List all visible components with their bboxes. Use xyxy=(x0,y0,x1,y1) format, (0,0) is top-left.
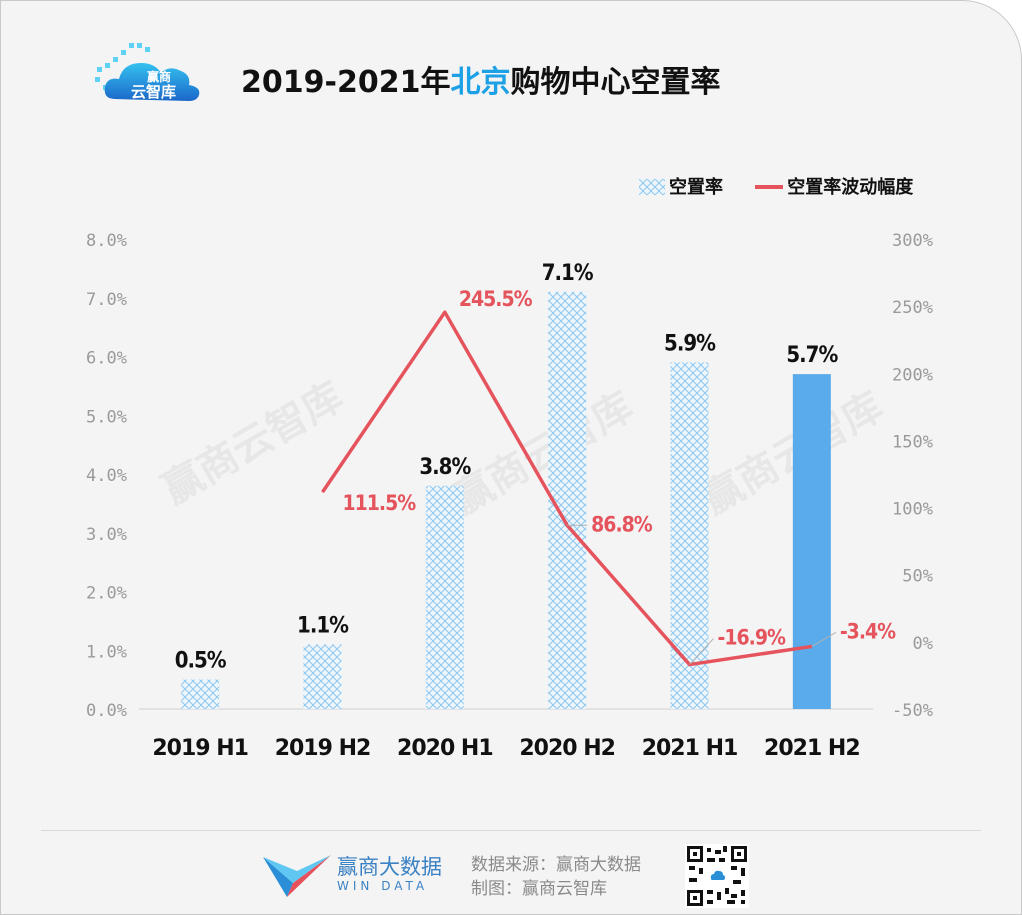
qr-code-icon xyxy=(685,844,749,908)
footer-source: 数据来源：赢商大数据 制图：赢商云智库 xyxy=(471,853,641,901)
x-tick-label: 2021 H2 xyxy=(764,736,860,761)
page-title: 2019-2021年北京购物中心空置率 xyxy=(241,57,720,101)
line-data-label: 86.8% xyxy=(591,512,653,536)
label-leader-line xyxy=(689,638,714,665)
bar-data-label: 5.9% xyxy=(664,331,716,356)
brand-logo-icon: 赢商 云智库 xyxy=(95,43,200,101)
bar xyxy=(181,679,220,709)
title-highlight: 北京 xyxy=(450,65,511,100)
bar xyxy=(425,485,464,709)
bar-data-label: 7.1% xyxy=(542,261,594,286)
y-left-tick-label: 0.0% xyxy=(86,701,127,721)
y-left-tick-label: 8.0% xyxy=(86,231,127,251)
line-data-label: 245.5% xyxy=(459,287,533,311)
chart-plot: 0.0% 1.0% 2.0% 3.0% 4.0% 5.0% 6.0% 7.0% 8.0% -50%… xyxy=(86,231,933,761)
x-tick-label: 2019 H2 xyxy=(275,736,371,761)
legend: 空置率 空置率波动幅度 xyxy=(639,173,913,199)
label-leader-line xyxy=(811,631,837,647)
bar xyxy=(792,374,831,709)
footer-source-line: 数据来源：赢商大数据 xyxy=(471,855,641,875)
legend-bar-label: 空置率 xyxy=(669,177,723,198)
y-left-tick-label: 2.0% xyxy=(86,584,127,604)
footer-brand-sub: WIN DATA xyxy=(337,879,429,893)
title-prefix: 2019-2021年 xyxy=(241,65,451,100)
y-left-tick-label: 6.0% xyxy=(86,349,127,369)
x-tick-label: 2020 H1 xyxy=(397,736,493,761)
logo-text-1: 赢商 xyxy=(147,69,171,84)
line-data-label: 111.5% xyxy=(343,491,417,515)
bar xyxy=(670,362,709,709)
y-right-tick-label: 200% xyxy=(892,365,933,385)
legend-line-label: 空置率波动幅度 xyxy=(787,177,914,198)
bar-data-label: 0.5% xyxy=(175,649,227,674)
title-suffix: 购物中心空置率 xyxy=(510,65,721,100)
legend-bar-swatch xyxy=(639,179,665,195)
y-left-tick-label: 4.0% xyxy=(86,466,127,486)
x-tick-label: 2019 H1 xyxy=(152,736,248,761)
y-left-tick-label: 5.0% xyxy=(86,407,127,427)
bar-data-label: 1.1% xyxy=(297,613,349,638)
x-tick-label: 2020 H2 xyxy=(519,736,615,761)
bar-data-label: 5.7% xyxy=(786,343,838,368)
y-right-tick-label: -50% xyxy=(892,701,933,721)
y-right-tick-label: 50% xyxy=(902,567,933,587)
bar xyxy=(303,644,342,709)
y-left-tick-label: 1.0% xyxy=(86,642,127,662)
bar-data-label: 3.8% xyxy=(419,455,471,480)
y-right-tick-label: 250% xyxy=(892,298,933,318)
footer-made-by: 制图：赢商云智库 xyxy=(471,879,607,899)
logo-text-2: 云智库 xyxy=(131,83,176,101)
line-data-label: -16.9% xyxy=(718,626,786,650)
y-right-tick-label: 100% xyxy=(892,500,933,520)
x-tick-label: 2021 H1 xyxy=(642,736,738,761)
line-data-label: -3.4% xyxy=(840,619,896,643)
footer-divider xyxy=(41,830,981,831)
footer-brand: 赢商大数据 xyxy=(337,855,442,879)
y-left-tick-label: 3.0% xyxy=(86,525,127,545)
y-right-tick-label: 150% xyxy=(892,432,933,452)
y-right-tick-label: 300% xyxy=(892,231,933,251)
legend-line-swatch xyxy=(755,185,784,189)
windata-logo-icon xyxy=(263,855,331,897)
y-right-tick-label: 0% xyxy=(913,634,933,654)
y-left-tick-label: 7.0% xyxy=(86,290,127,310)
